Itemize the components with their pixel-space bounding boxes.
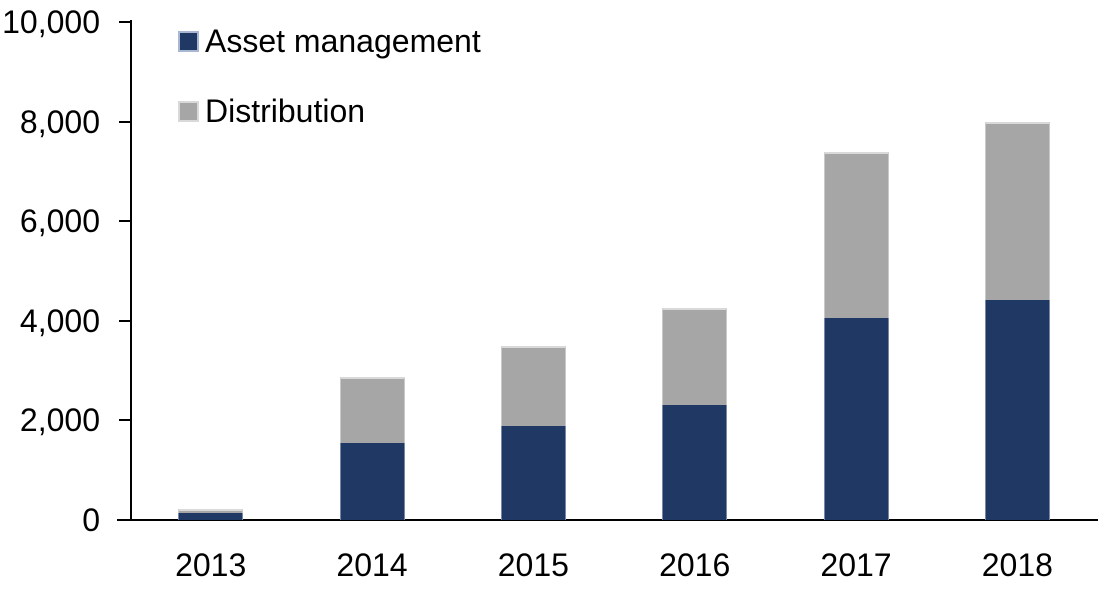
y-axis-line [130, 20, 132, 521]
bar-segment-distribution [500, 345, 566, 426]
y-tick-mark [119, 21, 131, 23]
legend-item-distribution: Distribution [178, 92, 365, 130]
bar-segment-asset-management [662, 404, 728, 520]
x-category-label: 2014 [336, 547, 408, 583]
bar-segment-distribution [662, 308, 728, 405]
bar-segment-asset-management [500, 425, 566, 520]
y-tick-label: 8,000 [19, 103, 100, 140]
y-tick-mark [119, 319, 131, 322]
y-tick-label: 4,000 [19, 302, 100, 339]
y-tick-mark [119, 220, 131, 223]
bar-segment-distribution [178, 508, 244, 514]
y-tick-label: 2,000 [19, 402, 100, 439]
y-tick-label: 6,000 [19, 203, 100, 240]
bar-segment-asset-management [339, 442, 405, 520]
legend-swatch-distribution [178, 100, 199, 122]
y-tick-label: 10,000 [2, 4, 100, 40]
bar-segment-asset-management [823, 318, 889, 520]
x-category-label: 2015 [497, 547, 569, 583]
legend-label-asset-management: Asset management [205, 23, 481, 59]
x-category-label: 2013 [175, 547, 247, 583]
bar-segment-asset-management [984, 299, 1050, 520]
legend-item-asset-management: Asset management [178, 22, 481, 60]
x-category-label: 2016 [659, 547, 731, 583]
x-category-label: 2017 [820, 547, 892, 583]
legend-label-distribution: Distribution [205, 93, 366, 129]
bar-segment-distribution [823, 151, 889, 319]
bar-segment-asset-management [178, 513, 244, 520]
y-tick-mark [119, 419, 131, 422]
x-axis-line [117, 519, 1098, 521]
legend-swatch-asset-management [178, 30, 199, 52]
y-tick-mark [119, 519, 131, 521]
y-tick-mark [119, 120, 131, 123]
y-tick-label: 0 [82, 502, 100, 538]
x-category-label: 2018 [981, 547, 1053, 583]
bar-segment-distribution [984, 121, 1050, 300]
bar-segment-distribution [339, 377, 405, 443]
plot-area [130, 22, 1098, 520]
